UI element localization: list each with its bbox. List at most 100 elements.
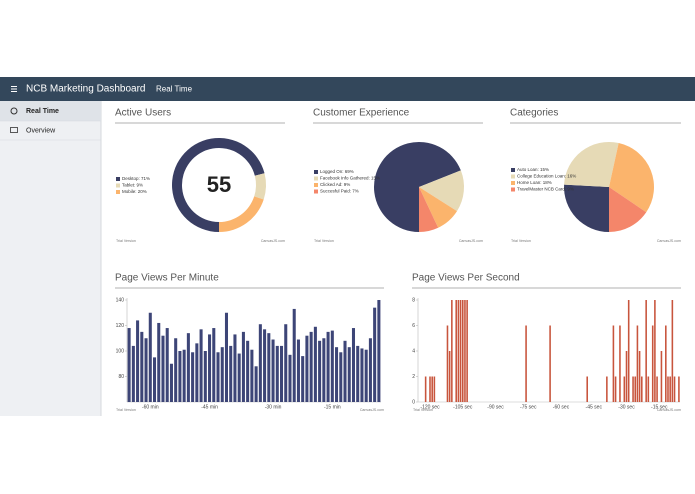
bar [660, 351, 663, 402]
bar [258, 324, 262, 402]
bar [678, 376, 680, 402]
bar [296, 339, 300, 402]
y-tick-label: 100 [116, 348, 125, 354]
bar [288, 354, 292, 402]
pie-slice [373, 142, 461, 232]
x-tick-label: -90 sec [487, 404, 504, 410]
legend-swatch [314, 176, 318, 181]
menu-icon[interactable] [11, 86, 17, 92]
sidebar [0, 101, 101, 416]
watermark: Trial Version [314, 239, 334, 243]
bar [654, 300, 656, 402]
x-tick-label: -30 min [265, 404, 282, 410]
chart-title: Customer Experience [313, 108, 410, 119]
bar [638, 351, 641, 402]
donut-slice [219, 196, 264, 232]
x-tick-label: -60 sec [553, 404, 570, 410]
overview-icon [10, 127, 18, 133]
bar [157, 322, 161, 402]
bar [246, 340, 250, 402]
bar [212, 328, 216, 402]
y-tick-label: 4 [412, 348, 415, 354]
bar [237, 353, 241, 402]
pie-slice [609, 187, 647, 232]
bar [284, 324, 288, 402]
nav-item[interactable]: Real Time [26, 108, 59, 115]
bar [614, 376, 617, 402]
bar [326, 331, 330, 402]
legend-swatch [511, 187, 515, 192]
bar [364, 349, 368, 402]
bar [665, 325, 667, 402]
chart-title: Active Users [115, 108, 171, 119]
bar [178, 351, 182, 402]
app-title: NCB Marketing Dashboard [26, 84, 146, 95]
credit: CanvasJS.com [657, 408, 681, 412]
bar [351, 328, 356, 402]
bar [673, 376, 676, 402]
bar [229, 345, 233, 402]
bar [651, 325, 654, 402]
bar [429, 376, 431, 402]
bar [623, 376, 626, 402]
bar [144, 338, 148, 402]
legend-label: Mobile: 20% [122, 189, 147, 194]
bar [305, 335, 309, 402]
bar [647, 376, 650, 402]
y-tick-label: 6 [412, 323, 415, 329]
legend-label: Logged On: 69% [320, 169, 354, 174]
bar [165, 328, 169, 402]
bar [275, 345, 279, 402]
bar [136, 320, 140, 402]
legend-label: Tablet: 9% [122, 183, 143, 188]
bar [140, 331, 144, 402]
y-tick-label: 2 [412, 374, 415, 380]
bar [347, 347, 351, 402]
bar [625, 351, 628, 402]
credit: CanvasJS.com [261, 239, 285, 243]
bar [671, 300, 674, 402]
bar [656, 376, 658, 402]
bar [241, 331, 245, 402]
bar [267, 333, 271, 402]
legend-swatch [116, 183, 120, 188]
watermark: Trial Version [413, 408, 433, 412]
bar [619, 325, 621, 402]
bar [461, 300, 464, 402]
x-tick-label: -30 sec [618, 404, 635, 410]
header-tab[interactable]: Real Time [156, 85, 193, 94]
donut-slice [254, 173, 266, 200]
legend-swatch [116, 177, 120, 181]
bar [309, 331, 313, 402]
legend-swatch [314, 170, 318, 174]
bar [667, 376, 669, 402]
bar [182, 349, 186, 402]
pie-slice [419, 187, 457, 228]
bar [318, 340, 322, 402]
bar [148, 312, 152, 402]
chart-title: Page Views Per Minute [115, 273, 219, 284]
legend-swatch [314, 189, 318, 194]
y-tick-label: 8 [412, 297, 415, 303]
legend-label: Desktop: 71% [122, 176, 150, 181]
bar [335, 347, 339, 402]
bar [220, 347, 224, 402]
bar [313, 326, 317, 402]
nav-item[interactable]: Overview [26, 127, 56, 134]
bar [263, 329, 267, 402]
y-tick-label: 0 [412, 399, 415, 405]
legend-swatch [116, 190, 120, 194]
top-bar [0, 77, 695, 101]
bar [549, 325, 551, 402]
x-tick-label: -60 min [142, 404, 159, 410]
bar [152, 357, 157, 402]
pie-slice [564, 142, 619, 187]
bar [356, 345, 360, 402]
x-tick-label: -45 sec [586, 404, 603, 410]
bar [339, 352, 343, 402]
credit: CanvasJS.com [360, 408, 384, 412]
bar [455, 300, 457, 402]
bar [161, 335, 165, 402]
